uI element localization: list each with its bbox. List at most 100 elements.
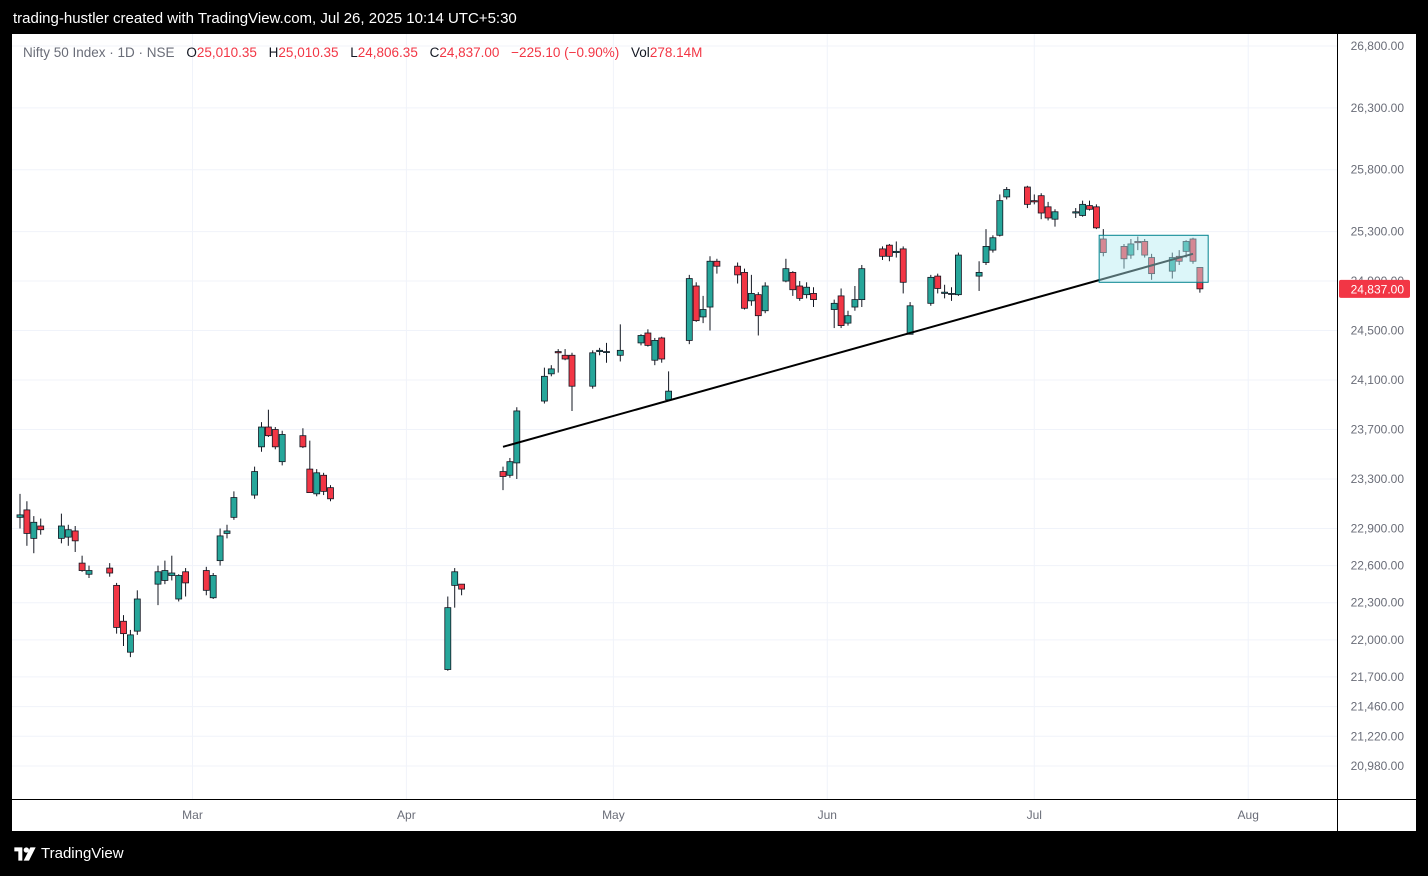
consolidation-box	[1098, 234, 1209, 283]
candle-body	[741, 271, 748, 309]
candle-body	[761, 285, 769, 312]
x-tick-label: Jun	[818, 808, 837, 822]
y-tick-label: 24,100.00	[1351, 373, 1405, 387]
candle-up	[1127, 238, 1135, 259]
candle-down	[1086, 200, 1093, 211]
candle-body	[1072, 211, 1080, 214]
candle-down	[1134, 236, 1142, 251]
candle-down	[1024, 185, 1031, 209]
candle-body	[216, 535, 224, 562]
candle-body	[127, 634, 134, 653]
candle-body	[1037, 195, 1045, 214]
candle-down	[106, 563, 114, 577]
candle-body	[796, 285, 804, 299]
candle-body	[810, 293, 817, 301]
candle-up	[30, 516, 38, 554]
y-tick-label: 20,980.00	[1351, 759, 1405, 773]
y-tick-label: 23,300.00	[1351, 472, 1405, 486]
candle-up	[161, 560, 169, 585]
candle-body	[327, 487, 334, 500]
low-label: L	[350, 45, 358, 60]
candle-down	[264, 409, 272, 437]
candle-body	[803, 286, 810, 296]
candle-body	[133, 598, 141, 632]
candle-body	[71, 530, 79, 542]
candle-body	[64, 529, 72, 538]
candle-up	[541, 367, 548, 404]
candlestick-chart[interactable]: 26,800.0026,300.0025,800.0025,300.0024,9…	[12, 34, 1416, 831]
candle-body	[748, 293, 755, 302]
candle-down	[306, 440, 314, 493]
candle-up	[444, 596, 452, 671]
candle-body	[734, 265, 741, 276]
x-tick-label: May	[602, 808, 625, 822]
candle-body	[223, 530, 231, 534]
candle-down	[1099, 229, 1107, 257]
candle-up	[133, 590, 141, 635]
candle-down	[271, 427, 279, 450]
candle-body	[30, 521, 38, 539]
candle-body	[975, 271, 983, 277]
chart-area[interactable]: 26,800.0026,300.0025,800.0025,300.0024,9…	[12, 34, 1416, 831]
volume-value: 278.14M	[649, 45, 703, 60]
candle-up	[1182, 240, 1190, 258]
candle-body	[230, 497, 238, 518]
y-tick-label: 22,300.00	[1351, 596, 1405, 610]
y-tick-label: 22,600.00	[1351, 559, 1405, 573]
candle-up	[851, 286, 859, 311]
candle-up	[596, 347, 603, 356]
candle-up	[127, 629, 134, 658]
candle-down	[1093, 204, 1100, 230]
candle-down	[789, 271, 797, 296]
candle-body	[830, 302, 838, 310]
candle-body	[106, 567, 114, 574]
candle-body	[886, 244, 893, 257]
candle-body	[1120, 246, 1128, 260]
candle-down	[754, 292, 762, 336]
candle-body	[879, 248, 886, 257]
candle-up	[168, 555, 176, 581]
candle-up	[782, 258, 790, 283]
grid-lines	[12, 34, 1337, 799]
candle-down	[458, 583, 466, 596]
candle-body	[1093, 206, 1100, 229]
candle-up	[651, 337, 659, 366]
candle-body	[1141, 241, 1149, 256]
candle-down	[810, 287, 817, 308]
candle-body	[202, 570, 210, 591]
candle-body	[941, 291, 948, 294]
last-price-tag-bg	[1339, 279, 1410, 298]
x-tick-label: Jul	[1027, 808, 1042, 822]
y-tick-label: 25,800.00	[1351, 163, 1405, 177]
candle-body	[1182, 241, 1190, 252]
candle-body	[209, 575, 217, 599]
tradingview-logo[interactable]: TradingView	[13, 845, 124, 862]
y-tick-label: 22,000.00	[1351, 633, 1405, 647]
candle-body	[458, 583, 466, 590]
close-label: C	[429, 45, 440, 60]
candle-body	[513, 410, 521, 464]
candle-down	[37, 518, 45, 535]
candle-body	[554, 351, 562, 354]
candle-body	[299, 435, 307, 448]
candle-up	[830, 299, 838, 329]
candle-body	[596, 349, 603, 352]
candle-down	[554, 349, 562, 373]
candle-body	[616, 349, 624, 356]
candle-down	[879, 246, 886, 261]
candle-body	[754, 294, 762, 317]
candle-body	[16, 514, 24, 518]
candle-body	[844, 315, 852, 324]
candle-body	[706, 260, 714, 308]
candle-body	[37, 525, 45, 531]
candle-down	[561, 349, 569, 361]
brand-name: TradingView	[41, 845, 124, 862]
candle-up	[803, 282, 810, 299]
candle-body	[113, 584, 120, 628]
symbol-legend: Nifty 50 Index · 1D · NSE O25,010.35 H25…	[23, 45, 702, 60]
x-tick-label: Mar	[182, 808, 203, 822]
candle-up	[955, 252, 962, 296]
candle-body	[451, 571, 459, 586]
candle-down	[113, 582, 120, 634]
candle-up	[223, 524, 231, 539]
